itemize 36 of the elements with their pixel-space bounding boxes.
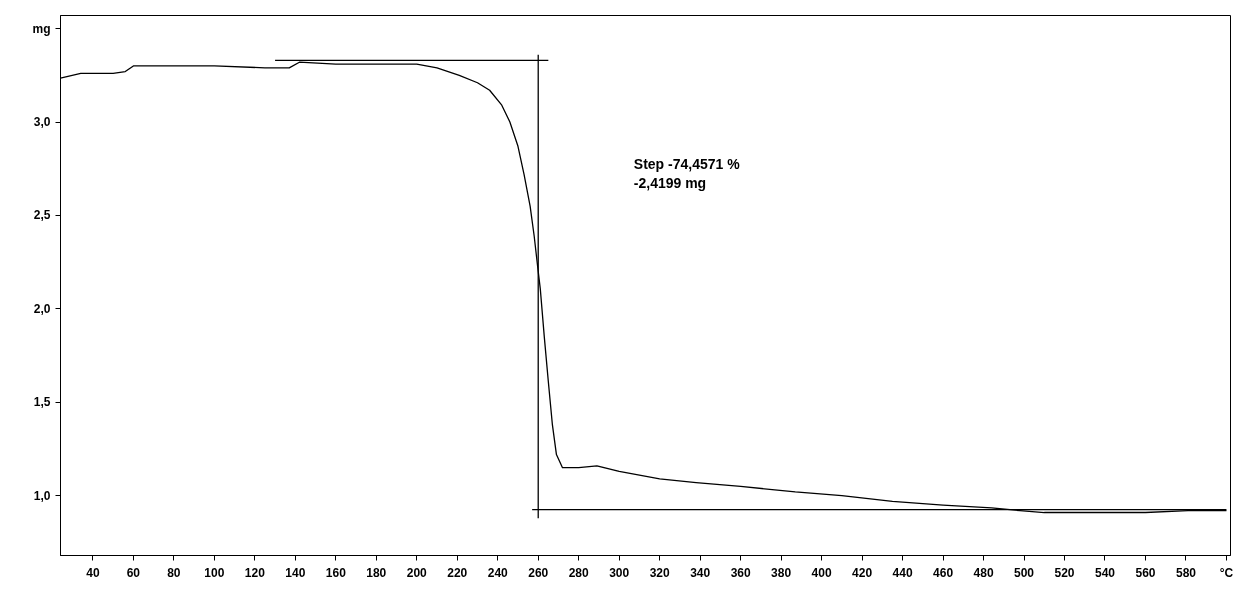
x-tick-label: 300 bbox=[609, 565, 630, 580]
x-tick-label: 140 bbox=[285, 565, 306, 580]
x-tick-label: 540 bbox=[1094, 565, 1116, 580]
x-tick-label: 260 bbox=[528, 565, 549, 580]
x-tick-label: 440 bbox=[892, 565, 913, 580]
y-tick-label: 3,0 bbox=[33, 115, 51, 130]
x-tick-label: 400 bbox=[811, 565, 832, 580]
x-tick-label: °C bbox=[1219, 565, 1234, 580]
x-tick-label: 380 bbox=[771, 565, 792, 580]
x-tick-label: 160 bbox=[325, 565, 347, 580]
y-tick-label: 1,5 bbox=[33, 395, 51, 410]
y-tick-label: 2,5 bbox=[33, 208, 51, 223]
annotation: Step -74,4571 % -2,4199 mg bbox=[633, 155, 741, 192]
x-tick-label: 460 bbox=[933, 565, 954, 580]
x-tick-label: 580 bbox=[1175, 565, 1197, 580]
x-tick-label: 120 bbox=[244, 565, 266, 580]
x-tick-label: 200 bbox=[406, 565, 428, 580]
x-tick-label: 320 bbox=[649, 565, 671, 580]
x-tick-label: 340 bbox=[690, 565, 711, 580]
y-tick-label: 1,0 bbox=[33, 488, 51, 503]
x-tick-label: 360 bbox=[730, 565, 751, 580]
y-tick-label: 2,0 bbox=[33, 301, 51, 316]
x-tick-label: 420 bbox=[852, 565, 873, 580]
x-tick-label: 480 bbox=[973, 565, 994, 580]
y-tick-label: mg bbox=[32, 21, 51, 36]
x-tick-label: 220 bbox=[447, 565, 468, 580]
x-tick-label: 560 bbox=[1135, 565, 1156, 580]
x-tick-label: 180 bbox=[366, 565, 387, 580]
x-tick-label: 500 bbox=[1014, 565, 1035, 580]
x-tick-label: 520 bbox=[1054, 565, 1075, 580]
x-tick-label: 80 bbox=[167, 565, 181, 580]
x-tick-label: 240 bbox=[487, 565, 509, 580]
x-tick-label: 280 bbox=[568, 565, 590, 580]
x-tick-label: 100 bbox=[204, 565, 225, 580]
x-tick-label: 40 bbox=[86, 565, 100, 580]
x-tick-label: 60 bbox=[126, 565, 141, 580]
